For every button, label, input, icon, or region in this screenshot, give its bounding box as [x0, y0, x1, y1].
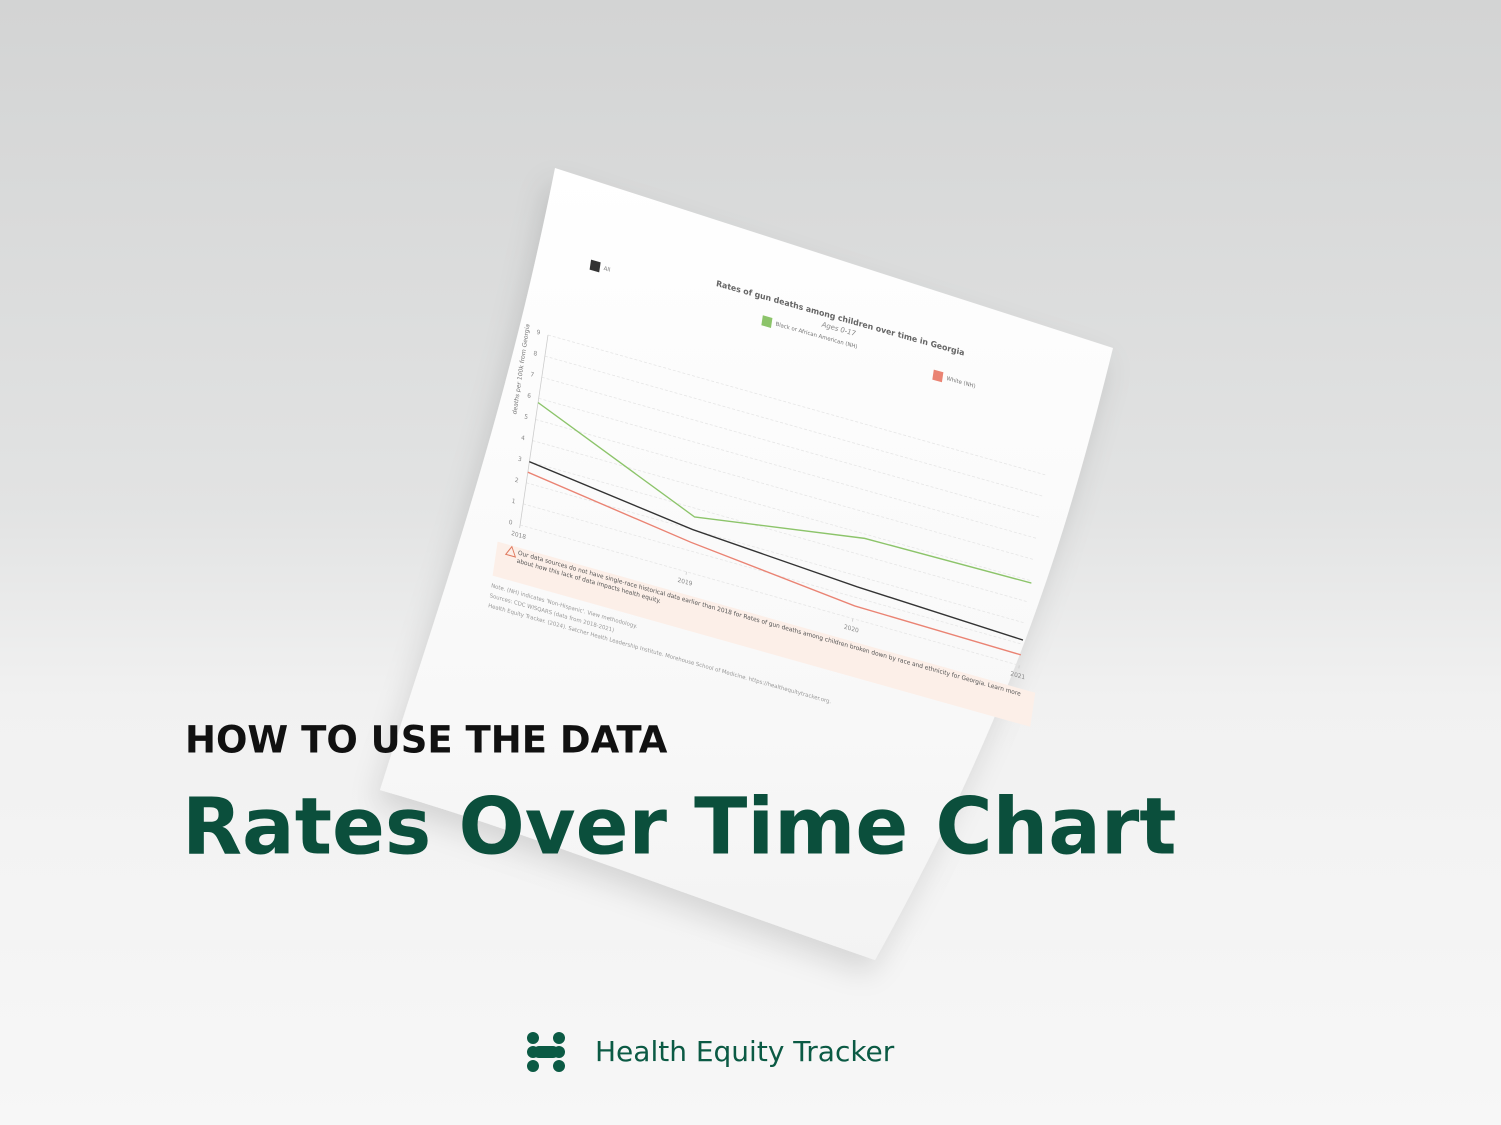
headline: Rates Over Time Chart — [182, 782, 1177, 872]
y-tick-label: 3 — [517, 455, 522, 463]
legend-label: All — [603, 266, 611, 274]
alert-box — [492, 541, 1036, 727]
x-tick-label: 2021 — [1010, 670, 1026, 681]
x-tick-label: 2020 — [843, 624, 859, 635]
legend-swatch — [761, 315, 773, 328]
grid-line — [547, 334, 1048, 476]
grid-line — [538, 397, 1038, 540]
y-tick-label: 8 — [533, 350, 538, 358]
y-tick-label: 1 — [511, 498, 516, 506]
y-tick-label: 6 — [527, 392, 532, 400]
eyebrow: HOW TO USE THE DATA — [185, 719, 668, 762]
grid-line — [535, 419, 1035, 561]
grid-line — [544, 355, 1045, 497]
x-tick-label: 2019 — [677, 577, 693, 588]
alert-icon — [504, 545, 517, 558]
grid-line — [541, 376, 1042, 519]
y-tick-label: 5 — [524, 413, 529, 421]
brand-name: Health Equity Tracker — [595, 1035, 895, 1068]
legend-swatch — [932, 369, 944, 383]
y-tick-label: 7 — [530, 371, 535, 379]
x-tick-label: 2018 — [511, 530, 527, 541]
series-line — [527, 471, 1021, 656]
y-tick-label: 9 — [536, 329, 541, 337]
legend-swatch — [589, 259, 601, 273]
series-line — [537, 401, 1032, 584]
y-tick-label: 4 — [521, 434, 526, 442]
y-axis — [519, 334, 549, 526]
y-tick-label: 0 — [508, 519, 513, 527]
series-line — [529, 460, 1024, 641]
brand-logo — [527, 1032, 565, 1072]
y-tick-label: 2 — [514, 477, 519, 485]
